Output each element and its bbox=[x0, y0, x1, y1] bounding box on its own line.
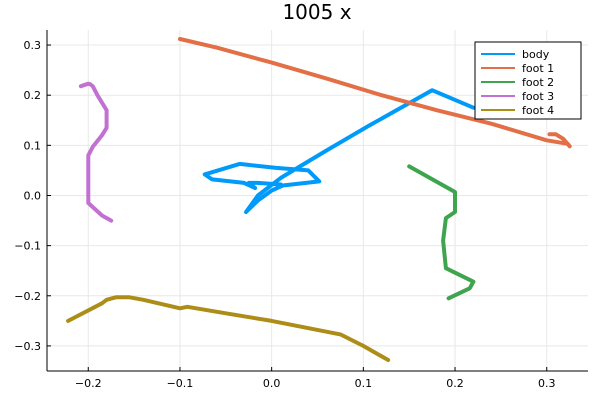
series-line-foot-4 bbox=[66, 295, 391, 362]
series-line-body bbox=[202, 88, 476, 214]
x-tick-label: 0.1 bbox=[355, 377, 373, 390]
x-tick-label: 0.0 bbox=[263, 377, 281, 390]
y-tick-label: 0.3 bbox=[24, 39, 42, 52]
legend-label: foot 4 bbox=[522, 104, 554, 117]
series bbox=[66, 37, 572, 362]
x-tick-label: −0.2 bbox=[75, 377, 102, 390]
y-tick-label: −0.1 bbox=[14, 240, 41, 253]
legend-label: foot 3 bbox=[522, 90, 554, 103]
x-tick-label: 0.3 bbox=[538, 377, 556, 390]
series-line-foot-1 bbox=[178, 37, 572, 149]
legend-label: body bbox=[522, 48, 550, 61]
legend-label: foot 2 bbox=[522, 76, 554, 89]
x-tick-label: 0.2 bbox=[446, 377, 464, 390]
axes bbox=[46, 30, 588, 372]
y-tick-label: −0.2 bbox=[14, 290, 41, 303]
x-tick-label: −0.1 bbox=[167, 377, 194, 390]
series-line-foot-2 bbox=[407, 164, 476, 301]
chart-title: 1005 x bbox=[282, 0, 351, 24]
y-tick-label: −0.3 bbox=[14, 340, 41, 353]
y-tick-label: 0.0 bbox=[24, 189, 42, 202]
y-tick-label: 0.1 bbox=[24, 139, 42, 152]
series-line-foot-3 bbox=[78, 81, 114, 223]
ticks: −0.2 −0.1 0.0 0.1 0.2 0.3 0.3 0.2 0.1 0.0 −0.1 −0.2… bbox=[14, 39, 555, 390]
legend-label: foot 1 bbox=[522, 62, 554, 75]
y-tick-label: 0.2 bbox=[24, 89, 42, 102]
